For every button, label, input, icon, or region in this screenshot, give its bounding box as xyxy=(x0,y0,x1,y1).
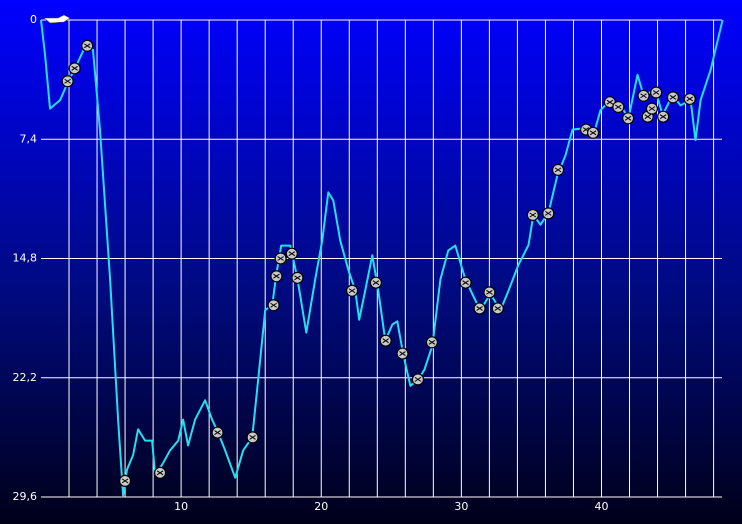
event-marker xyxy=(622,112,635,125)
event-marker-detail xyxy=(652,90,660,95)
event-marker xyxy=(542,207,555,220)
event-marker-detail xyxy=(669,94,677,100)
event-marker xyxy=(526,208,539,222)
event-marker-detail xyxy=(615,104,622,110)
event-marker-detail xyxy=(399,351,406,356)
event-marker-detail xyxy=(589,130,597,136)
event-marker-detail xyxy=(372,280,380,286)
event-marker-detail xyxy=(214,430,221,435)
event-marker xyxy=(246,431,259,444)
x-tick-label: 10 xyxy=(174,500,188,513)
event-marker-detail xyxy=(414,376,422,382)
event-marker-detail xyxy=(486,289,493,295)
event-marker-detail xyxy=(606,99,614,105)
event-marker-detail xyxy=(462,280,469,286)
event-marker-detail xyxy=(83,43,91,49)
event-marker xyxy=(154,466,167,479)
event-marker xyxy=(274,252,287,265)
event-marker-detail xyxy=(544,210,552,216)
event-marker xyxy=(345,284,359,297)
event-marker xyxy=(666,91,680,104)
event-marker xyxy=(491,302,504,315)
y-tick-label: 22,2 xyxy=(13,371,38,384)
event-marker xyxy=(68,62,81,75)
event-marker-detail xyxy=(648,106,656,112)
grid xyxy=(41,19,722,498)
y-tick-label: 0 xyxy=(30,13,37,26)
event-marker xyxy=(81,39,94,52)
y-tick-label: 29,6 xyxy=(13,490,38,503)
event-marker-detail xyxy=(348,288,356,294)
event-marker-detail xyxy=(476,306,483,311)
event-marker-detail xyxy=(121,478,129,484)
event-marker-detail xyxy=(554,167,562,173)
event-marker xyxy=(267,299,280,312)
event-marker-detail xyxy=(273,273,280,279)
event-marker xyxy=(291,271,304,284)
start-icon xyxy=(43,14,71,24)
y-tick-label: 14,8 xyxy=(13,252,38,265)
event-marker-detail xyxy=(288,251,296,257)
event-marker-detail xyxy=(494,306,502,311)
event-marker xyxy=(586,126,600,139)
event-marker xyxy=(270,270,283,283)
event-marker xyxy=(657,110,670,123)
event-marker-detail xyxy=(529,212,537,218)
event-marker-detail xyxy=(640,93,647,99)
event-marker xyxy=(650,86,663,99)
event-marker xyxy=(483,286,496,299)
event-marker xyxy=(612,100,625,114)
event-marker xyxy=(459,276,472,289)
event-marker xyxy=(369,276,382,289)
x-tick-label: 30 xyxy=(454,500,468,513)
event-marker-detail xyxy=(644,114,652,120)
event-marker xyxy=(118,474,132,487)
event-marker xyxy=(645,102,659,115)
event-marker-detail xyxy=(249,434,256,440)
event-marker-detail xyxy=(294,275,301,281)
x-tick-label: 40 xyxy=(594,500,608,513)
event-marker xyxy=(61,75,74,88)
event-marker xyxy=(637,89,650,102)
y-tick-label: 7,4 xyxy=(20,132,38,145)
x-tick-label: 20 xyxy=(314,500,328,513)
event-marker-detail xyxy=(64,78,71,84)
event-marker-detail xyxy=(382,338,389,344)
event-marker xyxy=(379,334,392,347)
event-marker xyxy=(551,163,565,176)
event-marker xyxy=(285,247,298,260)
event-marker xyxy=(211,426,224,439)
event-marker-detail xyxy=(277,256,284,261)
event-marker-detail xyxy=(71,65,78,71)
event-marker-detail xyxy=(270,302,277,308)
event-marker xyxy=(396,347,409,360)
event-marker-detail xyxy=(428,339,436,345)
event-marker xyxy=(425,336,439,349)
event-marker-detail xyxy=(686,96,694,102)
event-marker xyxy=(411,373,425,386)
event-marker-detail xyxy=(156,470,164,476)
event-marker-detail xyxy=(659,114,667,120)
event-marker xyxy=(683,92,696,106)
event-marker-detail xyxy=(624,115,632,121)
event-marker xyxy=(473,302,486,315)
